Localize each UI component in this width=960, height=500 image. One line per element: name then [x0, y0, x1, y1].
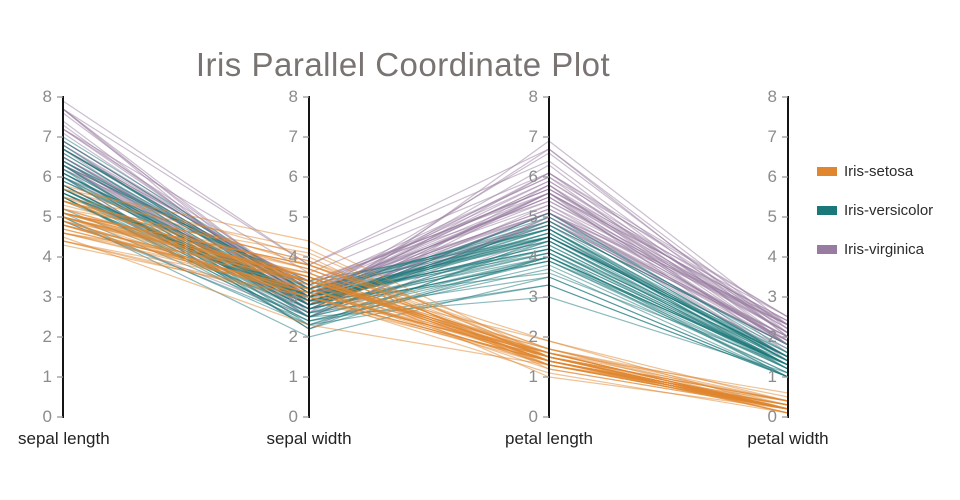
legend-item-iris-setosa[interactable]: Iris-setosa	[817, 160, 933, 182]
chart-title: Iris Parallel Coordinate Plot	[195, 46, 611, 83]
tick-label: 5	[288, 207, 298, 226]
legend-swatch-iris-versicolor	[817, 205, 837, 215]
tick-label: 6	[288, 167, 298, 186]
data-line-iris-setosa	[62, 216, 789, 394]
legend-swatch-iris-setosa	[817, 166, 837, 176]
tick-label: 3	[288, 287, 298, 306]
data-line-iris-virginica	[62, 108, 789, 330]
tick-label: 7	[528, 127, 538, 146]
tick-label: 8	[42, 87, 52, 106]
axis-title-sepal-width: sepal width	[266, 429, 352, 448]
tick-label: 0	[42, 407, 52, 426]
tick-label: 7	[288, 127, 298, 146]
data-line-iris-setosa	[62, 204, 789, 410]
legend-item-iris-virginica[interactable]: Iris-virginica	[817, 238, 933, 260]
tick-label: 8	[528, 87, 538, 106]
data-line-iris-virginica	[62, 160, 789, 330]
legend-swatch-iris-virginica	[817, 244, 837, 254]
tick-label: 1	[528, 367, 538, 386]
tick-label: 2	[767, 327, 777, 346]
legend-label-iris-virginica: Iris-virginica	[844, 240, 925, 258]
tick-label: 4	[528, 247, 538, 266]
tick-label: 3	[528, 287, 538, 306]
tick-label: 3	[767, 287, 777, 306]
tick-label: 0	[288, 407, 298, 426]
data-line-iris-setosa	[62, 216, 789, 410]
data-line-iris-versicolor	[62, 176, 789, 354]
axis-title-petal-length: petal length	[505, 429, 593, 448]
tick-label: 6	[767, 167, 777, 186]
tick-label: 5	[42, 207, 52, 226]
tick-label: 7	[767, 127, 777, 146]
axis-title-petal-width: petal width	[747, 429, 829, 448]
tick-label: 1	[288, 367, 298, 386]
tick-label: 2	[42, 327, 52, 346]
data-line-iris-setosa	[62, 212, 789, 410]
legend-label-iris-versicolor: Iris-versicolor	[844, 201, 934, 219]
tick-label: 4	[288, 247, 298, 266]
tick-label: 0	[767, 407, 777, 426]
tick-label: 0	[528, 407, 538, 426]
tick-label: 5	[528, 207, 538, 226]
legend: Iris-setosa Iris-versicolor Iris-virgini…	[817, 160, 933, 277]
tick-label: 3	[42, 287, 52, 306]
data-line-iris-setosa	[62, 240, 789, 410]
tick-label: 4	[767, 247, 777, 266]
legend-label-iris-setosa: Iris-setosa	[844, 162, 914, 180]
tick-label: 7	[42, 127, 52, 146]
tick-label: 2	[528, 327, 538, 346]
tick-label: 1	[42, 367, 52, 386]
tick-label: 6	[42, 167, 52, 186]
axis-title-sepal-length: sepal length	[18, 429, 110, 448]
tick-label: 4	[42, 247, 52, 266]
tick-label: 1	[767, 367, 777, 386]
tick-label: 8	[767, 87, 777, 106]
tick-label: 6	[528, 167, 538, 186]
tick-label: 2	[288, 327, 298, 346]
tick-label: 8	[288, 87, 298, 106]
data-line-iris-virginica	[62, 128, 789, 318]
legend-item-iris-versicolor[interactable]: Iris-versicolor	[817, 199, 933, 221]
tick-label: 5	[767, 207, 777, 226]
data-line-iris-virginica	[62, 108, 789, 338]
